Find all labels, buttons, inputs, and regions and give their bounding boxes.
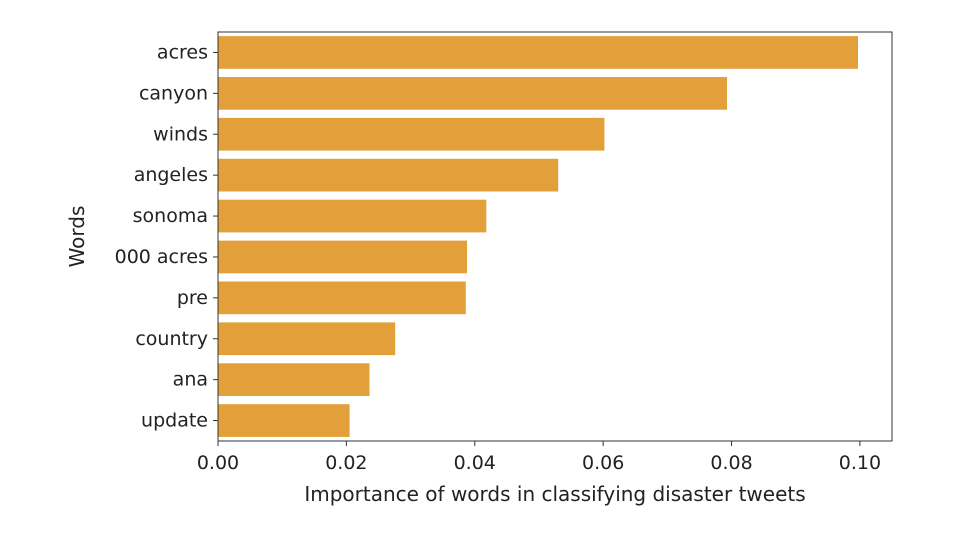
bar-ana [218, 363, 370, 397]
y-tick-label: update [141, 410, 208, 432]
y-tick-label: 000 acres [115, 246, 208, 268]
y-axis-label: Words [65, 206, 89, 268]
y-tick-label: pre [177, 287, 208, 309]
y-tick-label: sonoma [133, 205, 208, 227]
x-tick-label: 0.06 [582, 452, 624, 474]
y-tick-label: country [135, 328, 208, 350]
y-tick-label: angeles [134, 164, 208, 186]
bar-acres [218, 36, 858, 69]
bar-update [218, 404, 350, 437]
bar-canyon [218, 76, 728, 110]
bar-sonoma [218, 199, 487, 233]
y-tick-label: canyon [139, 82, 208, 104]
x-tick-label: 0.00 [197, 452, 239, 474]
y-tick-label: acres [157, 41, 208, 63]
x-tick-label: 0.02 [325, 452, 367, 474]
bar-000-acres [218, 240, 468, 274]
bar-pre [218, 281, 466, 315]
y-tick-labels: acres canyon winds angeles sonoma 000 acres pr… [115, 41, 218, 432]
plot-frame [217, 31, 893, 442]
bar-angeles [218, 158, 559, 192]
bars-layer [218, 36, 858, 437]
bar-winds [218, 117, 605, 151]
x-tick-labels: 0.00 0.02 0.04 0.06 0.08 0.10 [197, 441, 881, 474]
x-tick-label: 0.04 [454, 452, 496, 474]
bar-country [218, 322, 396, 356]
x-tick-label: 0.10 [839, 452, 881, 474]
x-axis-label: Importance of words in classifying disas… [304, 482, 805, 506]
x-tick-label: 0.08 [710, 452, 752, 474]
y-tick-label: winds [153, 123, 208, 145]
y-tick-label: ana [173, 369, 208, 391]
